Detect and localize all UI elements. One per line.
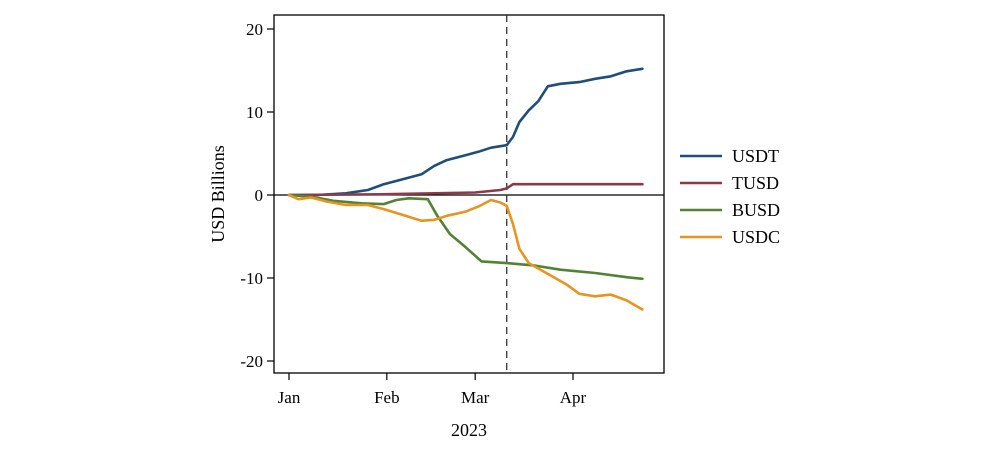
y-tick-label: 0 bbox=[255, 186, 264, 205]
y-tick-label: 20 bbox=[246, 20, 263, 39]
legend-label-usdc: USDC bbox=[732, 227, 780, 247]
y-tick-label: 10 bbox=[246, 103, 263, 122]
axes-layer: 20 10 0 -10 -20 Jan Feb Mar Apr bbox=[240, 15, 664, 407]
x-tick-label: Jan bbox=[278, 388, 301, 407]
series-line-tusd bbox=[287, 182, 644, 197]
x-axis-title: 2023 bbox=[451, 420, 487, 440]
series-line-usdt bbox=[287, 67, 644, 197]
legend-label-usdt: USDT bbox=[732, 146, 779, 166]
y-axis-title: USD Billions bbox=[208, 145, 228, 243]
legend: USDT TUSD BUSD USDC bbox=[680, 146, 780, 247]
legend-label-tusd: TUSD bbox=[732, 173, 779, 193]
series-layer bbox=[287, 67, 644, 311]
series-line-busd bbox=[287, 193, 644, 281]
x-tick-label: Mar bbox=[461, 388, 490, 407]
x-tick-label: Feb bbox=[374, 388, 400, 407]
y-tick-label: -20 bbox=[240, 352, 263, 371]
series-line-usdc bbox=[287, 193, 644, 311]
plot-frame bbox=[273, 14, 665, 374]
x-tick-label: Apr bbox=[560, 388, 587, 407]
legend-label-busd: BUSD bbox=[732, 200, 780, 220]
y-tick-label: -10 bbox=[240, 269, 263, 288]
